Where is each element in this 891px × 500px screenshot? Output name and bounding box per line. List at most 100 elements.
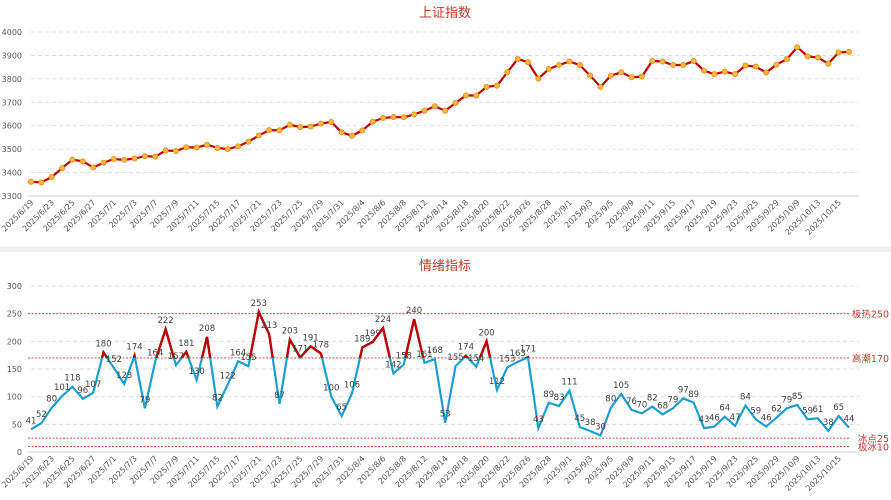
data-point — [69, 156, 76, 163]
data-point — [317, 120, 324, 127]
data-label: 30 — [595, 422, 606, 432]
data-label: 59 — [802, 406, 813, 416]
data-label: 118 — [64, 374, 80, 384]
data-point — [380, 114, 387, 121]
y-tick-label: 150 — [7, 365, 22, 374]
data-label: 253 — [251, 299, 267, 309]
data-label: 53 — [440, 410, 451, 420]
data-point — [431, 103, 438, 110]
data-point — [214, 144, 221, 151]
data-point — [100, 159, 107, 166]
data-label: 155 — [240, 353, 256, 363]
data-point — [514, 55, 521, 62]
data-label: 222 — [157, 316, 173, 326]
data-label: 107 — [85, 380, 101, 390]
y-tick-label: 3700 — [2, 98, 22, 107]
data-label: 191 — [302, 333, 318, 343]
data-point — [152, 153, 159, 160]
series-line-above-threshold — [100, 308, 530, 358]
y-tick-label: 3800 — [2, 75, 22, 84]
data-point — [649, 58, 656, 65]
data-point — [266, 127, 273, 134]
data-label: 65 — [336, 403, 347, 413]
data-label: 105 — [613, 381, 629, 391]
data-point — [255, 132, 262, 139]
data-label: 82 — [647, 394, 658, 404]
data-label: 181 — [178, 339, 194, 349]
data-point — [390, 114, 397, 121]
data-point — [607, 72, 614, 79]
data-point — [400, 114, 407, 121]
data-point — [193, 144, 200, 151]
data-label: 100 — [323, 384, 339, 394]
data-point — [27, 178, 34, 185]
data-point — [732, 71, 739, 78]
data-label: 213 — [261, 321, 277, 331]
data-label: 171 — [520, 344, 536, 354]
chart-title: 情绪指标 — [419, 259, 471, 274]
data-label: 76 — [626, 397, 637, 407]
data-label: 224 — [375, 315, 391, 325]
data-point — [245, 138, 252, 145]
data-point — [721, 68, 728, 75]
data-point — [846, 48, 853, 55]
chart-title: 上证指数 — [419, 6, 471, 21]
data-point — [483, 83, 490, 90]
data-point — [752, 63, 759, 70]
data-point — [328, 118, 335, 125]
data-point — [566, 58, 573, 65]
y-tick-label: 50 — [12, 420, 22, 429]
data-point — [814, 54, 821, 61]
data-label: 164 — [147, 348, 163, 358]
data-label: 112 — [489, 377, 505, 387]
data-label: 80 — [46, 395, 57, 405]
data-label: 111 — [561, 378, 577, 388]
data-point — [162, 147, 169, 154]
data-label: 122 — [220, 371, 236, 381]
data-label: 83 — [554, 393, 565, 403]
data-label: 153 — [499, 354, 515, 364]
data-point — [825, 60, 832, 67]
data-label: 171 — [292, 344, 308, 354]
data-point — [110, 155, 117, 162]
data-point — [348, 132, 355, 139]
data-point — [90, 164, 97, 171]
data-label: 142 — [385, 360, 401, 370]
data-label: 168 — [427, 346, 443, 356]
data-label: 46 — [709, 414, 720, 424]
data-point — [763, 69, 770, 76]
data-label: 85 — [792, 392, 803, 402]
data-label: 46 — [761, 414, 772, 424]
data-label: 178 — [313, 341, 329, 351]
data-label: 70 — [636, 400, 647, 410]
data-label: 79 — [668, 395, 679, 405]
data-label: 163 — [510, 349, 526, 359]
data-label: 96 — [77, 386, 88, 396]
data-label: 68 — [657, 401, 668, 411]
data-point — [224, 146, 231, 153]
data-label: 47 — [730, 413, 741, 423]
y-tick-label: 3900 — [2, 51, 22, 60]
data-point — [442, 107, 449, 114]
data-label: 38 — [585, 418, 596, 428]
data-point — [628, 74, 635, 81]
data-point — [286, 121, 293, 128]
y-tick-label: 0 — [17, 448, 22, 457]
data-label: 52 — [36, 410, 47, 420]
data-point — [773, 61, 780, 68]
data-point — [48, 174, 55, 181]
data-point — [369, 118, 376, 125]
data-point — [804, 53, 811, 60]
data-point — [235, 143, 242, 150]
data-label: 130 — [189, 367, 205, 377]
data-label: 240 — [406, 306, 422, 316]
data-point — [535, 75, 542, 82]
data-label: 79 — [139, 395, 150, 405]
data-label: 64 — [719, 404, 730, 414]
data-point — [835, 49, 842, 56]
data-label: 84 — [740, 393, 751, 403]
y-tick-label: 3300 — [2, 192, 22, 201]
y-tick-label: 4000 — [2, 28, 22, 37]
y-tick-label: 200 — [7, 337, 22, 346]
